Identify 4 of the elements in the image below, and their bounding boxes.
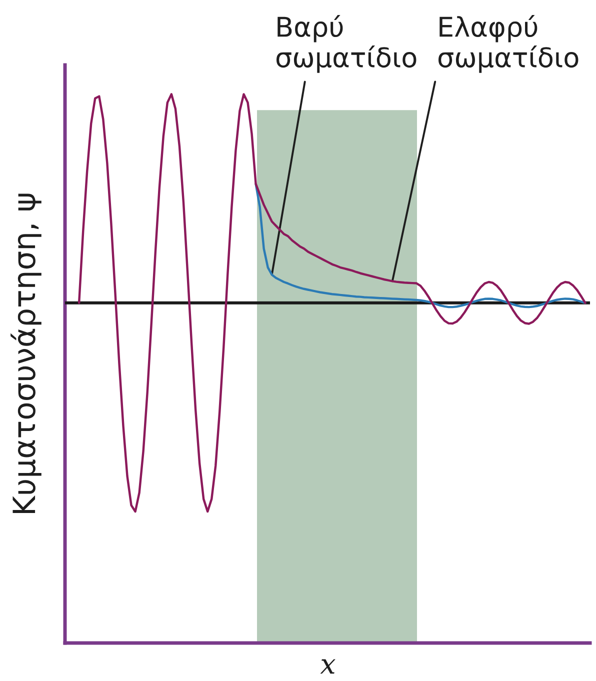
text: x xyxy=(320,659,336,674)
text: Βαρύ σωματίδιο xyxy=(276,15,416,73)
text: Ελαφρύ σωματίδιο xyxy=(438,15,578,73)
y-axis-title: Κυματοσυνάρτηση, ψ xyxy=(10,194,42,514)
